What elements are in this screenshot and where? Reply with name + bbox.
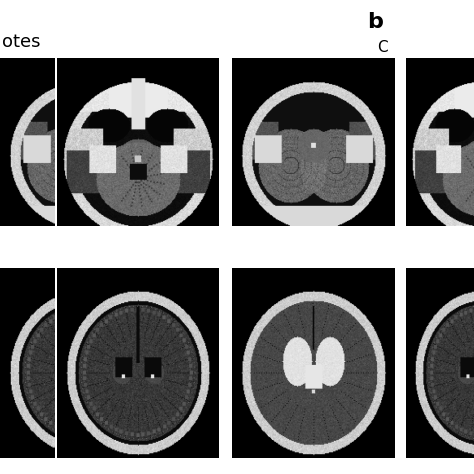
Text: C: C [377, 40, 387, 55]
Text: b: b [367, 12, 383, 32]
Text: otes: otes [2, 33, 41, 51]
